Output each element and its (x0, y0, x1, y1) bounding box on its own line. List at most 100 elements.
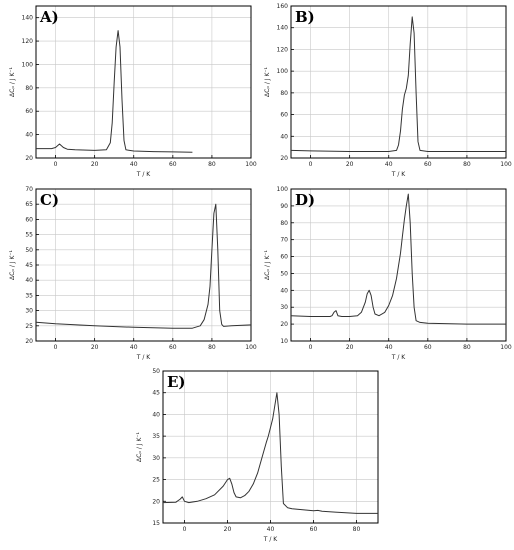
chart-panel-b: 0 20 40 60 80 100 20 40 60 80 100 120 140 160 T / K ΔCₚ… (261, 2, 512, 180)
x-tick-label: 0 (183, 526, 187, 533)
x-tick-label: 0 (309, 161, 313, 168)
x-tick-label: 100 (500, 161, 512, 168)
y-tick-label: 100 (277, 186, 289, 193)
y-tick-label: 140 (22, 15, 34, 22)
y-tick-label: 80 (280, 220, 288, 227)
x-tick-label: 0 (54, 344, 58, 351)
y-tick-label: 20 (25, 155, 33, 162)
y-tick-label: 65 (25, 201, 33, 208)
y-tick-label: 80 (280, 90, 288, 97)
y-tick-label: 55 (25, 232, 33, 239)
y-tick-label: 45 (25, 262, 33, 269)
plot-border (290, 5, 507, 159)
x-tick-label: 40 (267, 526, 275, 533)
y-tick-label: 30 (152, 455, 160, 462)
y-tick-label: 50 (280, 270, 288, 277)
x-tick-label: 20 (91, 344, 99, 351)
x-tick-label: 60 (169, 161, 177, 168)
y-tick-label: 15 (152, 520, 160, 527)
x-tick-label: 60 (169, 344, 177, 351)
y-tick-label: 120 (22, 38, 34, 45)
y-tick-label: 10 (280, 338, 288, 345)
x-tick-label: 40 (130, 161, 138, 168)
y-tick-label: 60 (25, 108, 33, 115)
y-tick-label: 40 (280, 133, 288, 140)
y-tick-label: 160 (277, 3, 289, 10)
y-tick-label: 40 (152, 411, 160, 418)
x-tick-label: 80 (463, 161, 471, 168)
x-axis-label: T / K (136, 171, 152, 178)
x-tick-label: 80 (463, 344, 471, 351)
panel-label: C) (40, 191, 59, 209)
y-tick-label: 90 (280, 203, 288, 210)
y-tick-label: 30 (25, 308, 33, 315)
x-tick-label: 40 (385, 344, 393, 351)
y-tick-label: 140 (277, 25, 289, 32)
x-tick-label: 20 (91, 161, 99, 168)
chart-svg: 0 20 40 60 80 15 20 25 30 35 40 45 50 T / K ΔCₚ / J K⁻… (136, 368, 379, 543)
y-tick-label: 50 (152, 368, 160, 375)
plot-area (35, 5, 252, 159)
chart-svg: 0 20 40 60 80 100 20 25 30 35 40 45 50 55 60 65 70 T / K Δ… (9, 186, 257, 361)
chart-panel-d: 0 20 40 60 80 100 10 20 30 40 50 60 70 80 90 100 T / K ΔC… (261, 185, 512, 363)
y-tick-label: 25 (152, 477, 160, 484)
y-tick-label: 100 (277, 68, 289, 75)
y-tick-label: 40 (25, 132, 33, 139)
y-tick-label: 35 (25, 292, 33, 299)
panel-label: D) (295, 191, 315, 209)
chart-svg: 0 20 40 60 80 100 20 40 60 80 100 120 140 160 T / K ΔCₚ… (264, 3, 512, 178)
y-axis-label: ΔCₚ / J K⁻¹ (264, 249, 271, 279)
series-line (290, 16, 506, 152)
chart-panel-a: 0 20 40 60 80 100 20 40 60 80 100 120 140 T / K ΔCₚ / … (6, 2, 257, 180)
y-tick-label: 20 (25, 338, 33, 345)
x-tick-label: 60 (424, 344, 432, 351)
x-tick-label: 80 (208, 344, 216, 351)
y-tick-label: 70 (280, 237, 288, 244)
x-tick-label: 40 (385, 161, 393, 168)
panel-label: B) (295, 8, 315, 26)
chart-panel-c: 0 20 40 60 80 100 20 25 30 35 40 45 50 55 60 65 70 T / K Δ… (6, 185, 257, 363)
x-tick-label: 20 (224, 526, 232, 533)
x-axis-label: T / K (136, 354, 152, 361)
plot-area (290, 5, 507, 159)
x-tick-label: 20 (346, 344, 354, 351)
series-line (36, 30, 193, 153)
x-axis-label: T / K (391, 171, 407, 178)
chart-svg: 0 20 40 60 80 100 20 40 60 80 100 120 140 T / K ΔCₚ / … (9, 5, 257, 178)
x-tick-label: 100 (245, 344, 257, 351)
y-axis-label: ΔCₚ / J K⁻¹ (264, 66, 271, 96)
y-axis-label: ΔCₚ / J K⁻¹ (136, 431, 143, 461)
y-tick-label: 35 (152, 433, 160, 440)
panel-label: E) (167, 373, 186, 391)
x-tick-label: 80 (208, 161, 216, 168)
x-tick-label: 40 (130, 344, 138, 351)
y-tick-label: 20 (280, 155, 288, 162)
y-tick-label: 70 (25, 186, 33, 193)
x-axis-label: T / K (391, 354, 407, 361)
y-tick-label: 20 (152, 498, 160, 505)
x-tick-label: 100 (500, 344, 512, 351)
y-tick-label: 45 (152, 390, 160, 397)
y-tick-label: 30 (280, 304, 288, 311)
x-tick-label: 0 (309, 344, 313, 351)
plot-border (35, 188, 252, 342)
plot-border (290, 188, 507, 342)
y-tick-label: 100 (22, 61, 34, 68)
plot-border (162, 370, 379, 524)
y-tick-label: 40 (280, 287, 288, 294)
y-tick-label: 120 (277, 46, 289, 53)
y-tick-label: 60 (25, 216, 33, 223)
x-tick-label: 100 (245, 161, 257, 168)
y-axis-label: ΔCₚ / J K⁻¹ (9, 249, 16, 279)
y-tick-label: 80 (25, 85, 33, 92)
y-tick-label: 50 (25, 247, 33, 254)
series-line (162, 392, 378, 514)
y-tick-label: 60 (280, 112, 288, 119)
series-line (290, 193, 506, 325)
x-tick-label: 0 (54, 161, 58, 168)
plot-border (35, 5, 252, 159)
x-tick-label: 60 (310, 526, 318, 533)
y-tick-label: 20 (280, 321, 288, 328)
chart-svg: 0 20 40 60 80 100 10 20 30 40 50 60 70 80 90 100 T / K ΔC… (264, 186, 512, 361)
y-tick-label: 40 (25, 277, 33, 284)
